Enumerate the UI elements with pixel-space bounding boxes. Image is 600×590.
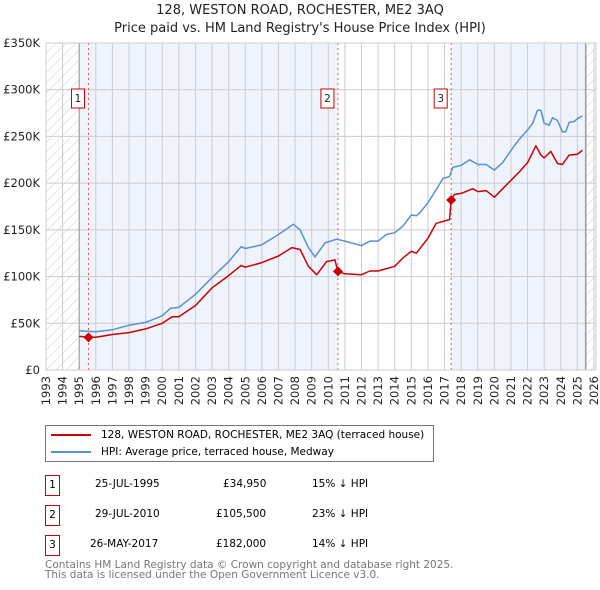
sale-marker-label: 2 [324,93,331,105]
x-tick-label: 1999 [139,376,153,405]
y-tick-label: £0 [25,363,40,377]
sale-marker-box [433,88,448,109]
x-tick-label: 2016 [421,376,435,405]
x-tick-label: 2010 [321,376,335,405]
sale-marker-badge: 2 [45,505,60,526]
sale-marker-label: 1 [75,93,82,105]
sale-point [83,332,94,343]
chart-subtitle: Price paid vs. HM Land Registry's House … [114,21,486,36]
sale-hpi-diff: 23% ↓ HPI [312,508,369,520]
x-tick-label: 2000 [155,376,169,405]
x-tick-label: 2019 [471,376,485,405]
sale-price: £34,950 [223,478,267,490]
x-tick-label: 2005 [238,376,252,405]
x-tick-label: 2018 [454,376,468,405]
plot-frame [45,42,597,371]
sale-hpi-diff: 14% ↓ HPI [312,538,369,550]
footer-line-1: Contains HM Land Registry data © Crown c… [45,559,454,571]
x-tick-label: 2003 [205,376,219,405]
sale-marker-box [71,88,86,109]
legend-label-property: 128, WESTON ROAD, ROCHESTER, ME2 3AQ (te… [101,429,425,441]
legend-swatch-hpi [51,451,91,453]
x-tick-label: 1996 [89,376,103,405]
x-tick-label: 2014 [388,376,402,405]
shaded-band [79,43,338,370]
x-tick-label: 1997 [105,376,119,405]
legend-item-property: 128, WESTON ROAD, ROCHESTER, ME2 3AQ (te… [51,427,424,443]
sale-date: 26-MAY-2017 [90,538,159,550]
y-tick-label: £50K [11,316,41,330]
y-tick-label: £150K [3,223,40,237]
sale-date: 25-JUL-1995 [95,478,160,490]
x-tick-label: 2013 [371,376,385,405]
x-tick-label: 2021 [504,376,518,405]
no-data-hatch [585,43,596,370]
sale-hpi-diff: 15% ↓ HPI [312,478,369,490]
sale-price: £105,500 [216,508,267,520]
x-tick-label: 2017 [438,376,452,405]
x-tick-label: 1994 [56,376,70,405]
legend-label-hpi: HPI: Average price, terraced house, Medw… [101,446,334,458]
sale-point [332,266,343,277]
sale-row: 1 25-JUL-1995 £34,950 15% ↓ HPI [45,475,445,496]
y-tick-label: £350K [3,36,40,50]
sale-point [446,194,457,205]
x-tick-label: 2008 [288,376,302,405]
legend-swatch-property [51,434,91,436]
legend-item-hpi: HPI: Average price, terraced house, Medw… [51,444,334,460]
legend: 128, WESTON ROAD, ROCHESTER, ME2 3AQ (te… [45,425,434,462]
chart-title: 128, WESTON ROAD, ROCHESTER, ME2 3AQ [156,3,444,18]
x-tick-label: 1995 [72,376,86,405]
y-tick-label: £200K [3,176,40,190]
x-tick-label: 2022 [521,376,535,405]
sale-marker-label: 3 [437,93,444,105]
x-tick-label: 2024 [554,376,568,405]
x-tick-label: 2004 [222,376,236,405]
x-tick-label: 2023 [537,376,551,405]
x-tick-label: 2026 [587,376,600,405]
sale-row: 3 26-MAY-2017 £182,000 14% ↓ HPI [45,535,445,556]
x-tick-label: 2011 [338,376,352,405]
y-tick-label: £300K [3,83,40,97]
x-tick-label: 2001 [172,376,186,405]
x-tick-label: 1993 [39,376,53,405]
sale-marker-badge: 3 [45,535,60,556]
series-line-property [79,145,583,339]
x-tick-label: 2015 [404,376,418,405]
footer-attribution: Contains HM Land Registry data © Crown c… [45,559,454,581]
sale-marker-box [320,88,335,109]
y-tick-label: £100K [3,270,40,284]
sale-date: 29-JUL-2010 [95,508,160,520]
x-tick-label: 2007 [271,376,285,405]
sale-marker-badge: 1 [45,475,60,496]
sale-row: 2 29-JUL-2010 £105,500 23% ↓ HPI [45,505,445,526]
footer-line-2: This data is licensed under the Open Gov… [45,569,380,581]
x-tick-label: 2006 [255,376,269,405]
shaded-band [451,43,586,370]
x-tick-label: 2020 [487,376,501,405]
x-tick-label: 1998 [122,376,136,405]
series-line-hpi [79,109,583,333]
x-tick-label: 2009 [305,376,319,405]
price-chart: 1993 1994 1995 1996 1997 1998 1999 2000 2001 2002… [3,36,600,405]
sale-price: £182,000 [216,538,267,550]
x-tick-label: 2002 [188,376,202,405]
x-tick-label: 2025 [570,376,584,405]
x-tick-label: 2012 [355,376,369,405]
y-tick-label: £250K [3,129,40,143]
